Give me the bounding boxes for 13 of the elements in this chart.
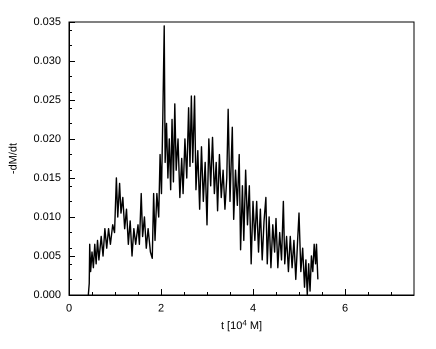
x-tick-label: 2 (158, 302, 164, 314)
y-tick-label: 0.015 (33, 172, 61, 184)
y-tick-label: 0.035 (33, 16, 61, 28)
y-tick-label: 0.010 (33, 211, 61, 223)
y-tick-label: 0.025 (33, 94, 61, 106)
x-tick-label: 0 (66, 302, 72, 314)
x-tick-label: 6 (342, 302, 348, 314)
y-tick-label: 0.005 (33, 250, 61, 262)
y-axis-title: -dM/dt (8, 142, 20, 174)
y-tick-label: 0.000 (33, 289, 61, 301)
y-tick-label: 0.030 (33, 55, 61, 67)
y-tick-label: 0.020 (33, 133, 61, 145)
x-tick-label: 4 (250, 302, 256, 314)
